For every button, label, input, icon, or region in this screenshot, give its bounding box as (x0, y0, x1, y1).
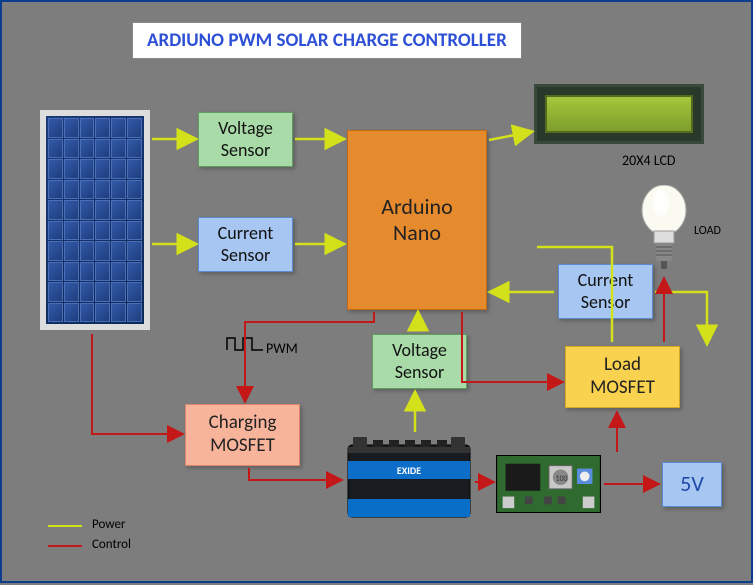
lcd-label: 20X4 LCD (622, 152, 676, 169)
battery-icon: EXIDE (345, 435, 473, 520)
legend-power-line (48, 525, 82, 527)
five-volt: 5V (662, 462, 722, 507)
legend-control-line (48, 545, 82, 547)
diagram-title: ARDIUNO PWM SOLAR CHARGE CONTROLLER (132, 22, 522, 59)
voltage-sensor-top: VoltageSensor (198, 112, 293, 167)
load-label: LOAD (694, 224, 721, 238)
current-sensor-left: CurrentSensor (198, 217, 293, 272)
buck-converter-icon: 100 (496, 455, 601, 513)
pwm-waveform-icon (226, 335, 264, 353)
svg-text:EXIDE: EXIDE (397, 464, 421, 477)
lcd-display (534, 84, 704, 144)
legend-control-text: Control (92, 537, 131, 552)
svg-text:100: 100 (556, 475, 568, 484)
voltage-sensor-bottom: VoltageSensor (372, 334, 467, 389)
arduino-nano: ArduinoNano (347, 130, 487, 310)
legend-power-text: Power (92, 517, 125, 532)
solar-panel (40, 110, 150, 330)
charging-mosfet: ChargingMOSFET (185, 404, 300, 466)
load-mosfet: LoadMOSFET (565, 346, 680, 408)
pwm-label: PWM (266, 340, 298, 357)
current-sensor-right: CurrentSensor (558, 264, 653, 319)
bulb-icon (639, 185, 689, 275)
